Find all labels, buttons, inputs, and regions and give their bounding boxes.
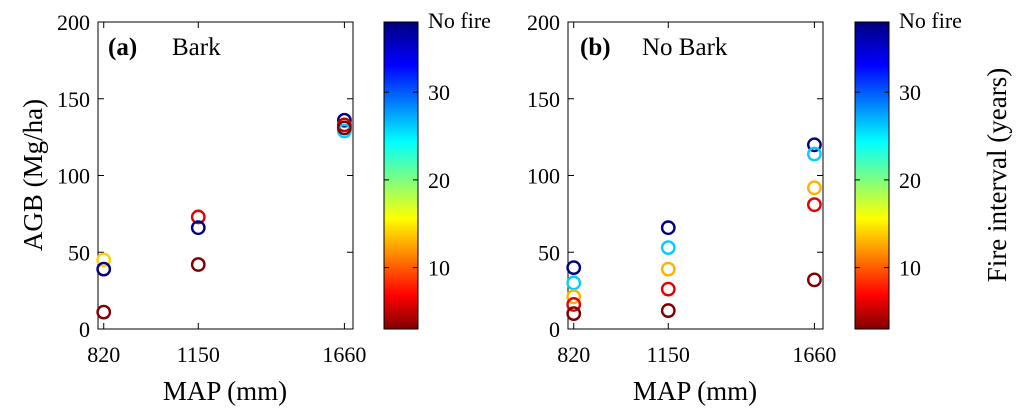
colorbar-gradient-a [383, 21, 419, 330]
data-point [566, 260, 582, 275]
data-point [807, 272, 822, 288]
data-point [660, 281, 676, 297]
ticks-b: 0 50 100 150 200 820 1150 1660 [527, 10, 836, 367]
y-tick-label: 100 [527, 164, 560, 189]
data-point [337, 112, 352, 128]
panel-b: 0 50 100 150 200 820 1150 1660 (b) No Bark MAP … [527, 10, 836, 406]
colorbar-tick-label: 20 [428, 168, 450, 193]
colorbar-tick-label: 10 [899, 256, 921, 281]
colorbar-top-label-a: No fire [428, 8, 491, 33]
data-point [190, 257, 206, 272]
data-point [190, 220, 206, 236]
panel-letter-a: (a) [108, 34, 137, 61]
x-tick-label: 820 [557, 342, 590, 367]
colorbar-label: Fire interval (years) [982, 68, 1012, 282]
data-point [566, 289, 582, 305]
colorbar-ticks-a: 10 20 30 [384, 80, 450, 281]
points-b [566, 137, 822, 322]
colorbar-tick-label: 30 [428, 80, 450, 105]
y-tick-label: 50 [538, 240, 560, 265]
panel-letter-b: (b) [580, 34, 611, 61]
panel-a: 0 50 100 150 200 820 1150 1660 (a) Bark MAP (mm… [57, 10, 366, 406]
data-point [660, 220, 676, 236]
data-point [807, 197, 822, 213]
data-point [807, 137, 822, 153]
colorbar-ticks-b: 10 20 30 [855, 80, 921, 281]
x-tick-label: 1150 [177, 342, 220, 367]
colorbar-top-label-b: No fire [899, 8, 962, 33]
y-tick-label: 0 [79, 317, 90, 342]
y-tick-label: 150 [527, 87, 560, 112]
y-tick-label: 150 [57, 87, 90, 112]
data-point [566, 306, 582, 322]
data-point [96, 261, 112, 277]
plot-area-a [97, 21, 354, 330]
colorbar-gradient-b [854, 21, 890, 330]
x-tick-label: 1660 [322, 342, 366, 367]
plot-area-b [567, 21, 824, 330]
colorbar-tick-label: 20 [899, 168, 921, 193]
colorbar-a: No fire 10 20 30 [383, 8, 491, 330]
y-tick-label: 0 [549, 317, 560, 342]
y-tick-label: 100 [57, 164, 90, 189]
x-tick-label: 820 [87, 342, 120, 367]
x-axis-label-b: MAP (mm) [633, 376, 757, 406]
data-point [566, 275, 582, 291]
data-point [660, 303, 676, 318]
ticks-a: 0 50 100 150 200 820 1150 1660 [57, 10, 366, 367]
data-point [660, 240, 676, 256]
data-point [807, 180, 822, 196]
data-point [190, 209, 206, 225]
y-tick-label: 200 [57, 10, 90, 35]
data-point [337, 120, 352, 136]
data-point [96, 252, 112, 268]
colorbar-tick-label: 10 [428, 256, 450, 281]
x-tick-label: 1660 [792, 342, 836, 367]
panel-title-b: No Bark [642, 34, 728, 61]
data-point [807, 146, 822, 162]
y-tick-label: 200 [527, 10, 560, 35]
colorbar-b: No fire 10 20 30 [854, 8, 962, 330]
points-a [96, 112, 352, 320]
data-point [660, 261, 676, 277]
colorbar-tick-label: 30 [899, 80, 921, 105]
x-axis-label-a: MAP (mm) [163, 376, 287, 406]
data-point [566, 297, 582, 312]
y-axis-label: AGB (Mg/ha) [18, 99, 48, 251]
x-tick-label: 1150 [647, 342, 690, 367]
data-point [96, 304, 112, 320]
y-tick-label: 50 [68, 240, 90, 265]
panel-title-a: Bark [172, 34, 221, 61]
